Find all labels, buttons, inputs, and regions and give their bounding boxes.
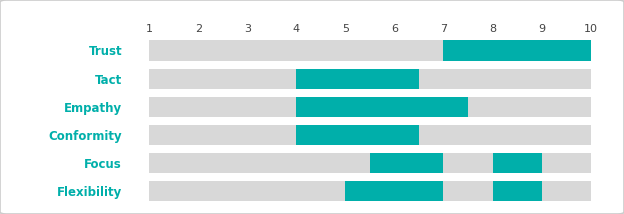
Bar	[149, 68, 590, 89]
Bar	[149, 181, 590, 202]
Bar	[296, 68, 419, 89]
Bar	[296, 97, 468, 117]
Bar	[444, 40, 590, 61]
Bar	[492, 153, 542, 173]
Bar	[370, 153, 444, 173]
Bar	[149, 153, 590, 173]
Bar	[492, 181, 542, 202]
Bar	[346, 181, 444, 202]
Bar	[296, 125, 419, 145]
Bar	[149, 125, 590, 145]
Bar	[149, 97, 590, 117]
Bar	[149, 40, 590, 61]
